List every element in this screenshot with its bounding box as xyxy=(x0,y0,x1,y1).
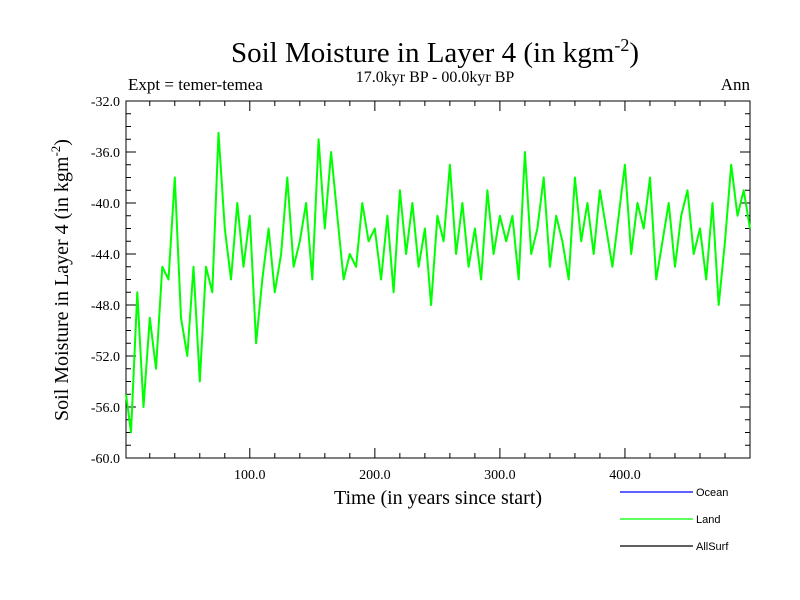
series-layer xyxy=(125,131,751,434)
y-axis-label: Soil Moisture in Layer 4 (in kgm-2) xyxy=(48,139,73,421)
axis-ticks xyxy=(126,100,750,459)
x-tick-label: 300.0 xyxy=(484,468,516,483)
x-tick-label: 100.0 xyxy=(234,468,266,483)
axis-tick-labels: 100.0 200.0 300.0 400.0 -32.0 -36.0 -40.0 -44.0… xyxy=(91,95,641,483)
legend-label-ocean: Ocean xyxy=(696,487,728,499)
legend-label-allsurf: AllSurf xyxy=(696,541,729,553)
y-tick-label: -52.0 xyxy=(91,350,120,365)
chart-subtitle: 17.0kyr BP - 00.0kyr BP xyxy=(356,69,515,86)
x-tick-label: 400.0 xyxy=(609,468,641,483)
series-line-land xyxy=(125,131,751,434)
y-tick-label: -36.0 xyxy=(91,146,120,161)
y-tick-label: -56.0 xyxy=(91,401,120,416)
y-tick-label: -44.0 xyxy=(91,248,120,263)
y-tick-label: -32.0 xyxy=(91,95,120,110)
x-tick-label: 200.0 xyxy=(359,468,391,483)
chart-title: Soil Moisture in Layer 4 (in kgm-2) xyxy=(231,35,639,69)
y-tick-label: -40.0 xyxy=(91,197,120,212)
y-tick-label: -48.0 xyxy=(91,299,120,314)
experiment-label: Expt = temer-temea xyxy=(128,75,263,94)
season-label: Ann xyxy=(721,75,751,94)
legend-label-land: Land xyxy=(696,514,720,526)
x-axis-label: Time (in years since start) xyxy=(334,487,542,509)
y-tick-label: -60.0 xyxy=(91,452,120,467)
legend: Ocean Land AllSurf xyxy=(620,487,729,553)
